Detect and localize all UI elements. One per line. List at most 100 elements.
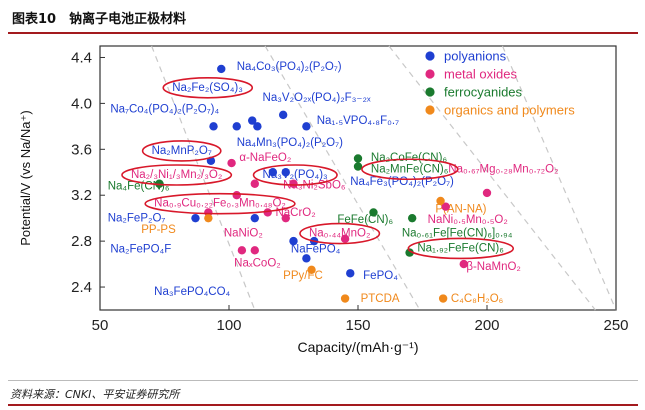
source-note: 资料来源：CNKI、平安证券研究所 bbox=[10, 388, 180, 401]
data-point-polyanions bbox=[250, 213, 259, 223]
material-label: β-NaMnO₂ bbox=[466, 261, 521, 273]
data-point-metal-oxides bbox=[250, 246, 259, 255]
y-tick-label: 3.2 bbox=[71, 187, 92, 204]
data-point-ferrocyanides bbox=[407, 213, 417, 223]
data-point-metal-oxides bbox=[263, 208, 272, 217]
material-label: Na₃V₂(PO₄)₃ bbox=[263, 169, 328, 181]
guide-line bbox=[264, 45, 421, 311]
data-point-metal-oxides bbox=[340, 234, 350, 244]
material-label: Na₁.₅VPO₄.₈F₀.₇ bbox=[317, 115, 399, 127]
legend-label: organics and polymers bbox=[444, 103, 575, 118]
highlight-ellipse bbox=[162, 76, 254, 99]
material-label: Na₀.₄₄MnO₂ bbox=[309, 228, 370, 240]
material-label: Na₃FePO₄CO₄ bbox=[154, 286, 230, 298]
scatter-chart: 50 100 150 200 250 2.4 2.8 3.2 3.6 4.0 4.4 Capacity… bbox=[18, 45, 629, 355]
guide-line bbox=[501, 45, 617, 311]
material-label: Na₂MnFe(CN)₆ bbox=[371, 163, 449, 175]
data-point-polyanions bbox=[191, 213, 200, 223]
material-label: C₄C₈H₂O₆ bbox=[451, 293, 504, 305]
data-point-polyanions bbox=[278, 110, 288, 120]
legend-marker bbox=[425, 105, 435, 115]
data-point-organics-and-polymers bbox=[204, 213, 213, 223]
material-label: Na₄Co₃(PO₄)₂(P₂O₇) bbox=[237, 61, 342, 73]
plot-frame bbox=[99, 45, 617, 311]
material-label: NaNi₀.₅Mn₀.₅O₂ bbox=[428, 214, 508, 226]
data-point-polyanions bbox=[217, 64, 226, 74]
data-point-metal-oxides bbox=[250, 179, 259, 188]
x-tick-label: 150 bbox=[345, 317, 370, 334]
guide-line bbox=[388, 45, 596, 311]
data-point-metal-oxides bbox=[232, 191, 241, 200]
material-label: Na₀.₉Cu₀.₂₂Fe₀.₃Mn₀.₄₈O₂ bbox=[154, 198, 286, 210]
data-point-metal-oxides bbox=[289, 179, 298, 188]
material-label: Na₀.₆₁Fe[Fe(CN)₆]₀.₉₄ bbox=[402, 228, 513, 240]
source-divider bbox=[8, 380, 638, 381]
y-tick-label: 3.6 bbox=[71, 141, 92, 158]
data-point-organics-and-polymers bbox=[307, 265, 316, 275]
y-tick-label: 4.0 bbox=[71, 95, 92, 112]
data-point-polyanions bbox=[209, 122, 218, 131]
data-point-polyanions bbox=[346, 269, 355, 278]
y-tick-label: 2.4 bbox=[71, 279, 92, 296]
material-label: Na₀.₆₇Mg₀.₂₈Mn₀.₇₂O₂ bbox=[448, 163, 558, 175]
material-label: FePO₄ bbox=[363, 270, 398, 282]
highlight-ellipse bbox=[121, 164, 233, 186]
legend-marker bbox=[425, 51, 435, 61]
data-point-metal-oxides bbox=[459, 259, 468, 269]
data-point-polyanions bbox=[232, 122, 241, 131]
highlight-ellipse bbox=[144, 192, 296, 215]
data-point-polyanions bbox=[248, 116, 257, 125]
data-point-polyanions bbox=[281, 168, 290, 177]
material-label: Na₃V₂O₂ₓ(PO₄)₂F₃₋₂ₓ bbox=[263, 92, 371, 104]
data-point-organics-and-polymers bbox=[438, 294, 448, 303]
data-point-polyanions bbox=[289, 236, 298, 246]
x-tick-label: 200 bbox=[474, 317, 499, 334]
material-label: α-NaFeO₂ bbox=[239, 152, 291, 164]
material-label: Na₃Ni₂SbO₆ bbox=[283, 179, 346, 191]
material-label: Na₂/₃Ni₁/₃Mn₂/₃O₂ bbox=[131, 169, 222, 181]
material-label: FeFe(CN)₆ bbox=[337, 214, 393, 226]
data-point-ferrocyanides bbox=[405, 248, 414, 257]
data-point-polyanions bbox=[302, 122, 311, 131]
x-axis-label: Capacity/(mAh·g⁻¹) bbox=[298, 339, 419, 355]
material-label: Na₂MnP₂O₇ bbox=[152, 145, 212, 157]
legend-label: polyanions bbox=[444, 49, 507, 64]
legend-label: ferrocyanides bbox=[444, 85, 523, 100]
data-point-metal-oxides bbox=[441, 202, 450, 211]
material-label: NaNiO₂ bbox=[224, 228, 263, 240]
legend-marker bbox=[425, 87, 435, 97]
x-tick-label: 50 bbox=[92, 317, 109, 334]
highlight-ellipse bbox=[407, 237, 515, 260]
material-label: PTCDA bbox=[361, 293, 400, 305]
legend-marker bbox=[425, 69, 435, 79]
y-tick-label: 2.8 bbox=[71, 233, 92, 250]
data-point-ferrocyanides bbox=[353, 162, 363, 171]
material-label: Na₁.₉₂FeFe(CN)₆ bbox=[417, 242, 504, 254]
y-tick-label: 4.4 bbox=[71, 49, 92, 66]
material-label: Na₂FeP₂O₇ bbox=[108, 213, 166, 225]
material-label: Na₄Mn₃(PO₄)₂(P₂O₇) bbox=[237, 137, 343, 149]
legend-label: metal oxides bbox=[444, 67, 517, 82]
material-label: NaFePO₄ bbox=[291, 244, 341, 256]
highlight-ellipse bbox=[299, 222, 381, 245]
data-point-ferrocyanides bbox=[353, 154, 363, 163]
data-point-ferrocyanides bbox=[369, 208, 378, 217]
highlight-ellipse bbox=[141, 140, 222, 162]
figure-title: 图表10 钠离子电池正极材料 bbox=[12, 12, 187, 27]
data-point-metal-oxides bbox=[237, 246, 247, 255]
material-label: Na₂FePO₄F bbox=[110, 244, 171, 256]
data-point-metal-oxides bbox=[281, 213, 290, 223]
data-point-metal-oxides bbox=[227, 158, 236, 168]
x-tick-label: 250 bbox=[603, 317, 628, 334]
data-point-organics-and-polymers bbox=[340, 294, 350, 303]
material-label: NaₓCoO₂ bbox=[234, 257, 281, 269]
material-label: PP-PS bbox=[141, 224, 176, 236]
y-axis-label: Potential/V (vs Na/Na⁺) bbox=[18, 110, 33, 245]
highlight-ellipse bbox=[252, 164, 338, 186]
material-label: Na₂CoFe(CN)₆ bbox=[371, 152, 448, 164]
data-point-organics-and-polymers bbox=[436, 196, 445, 206]
figure-title-bar: 图表10 钠离子电池正极材料 bbox=[8, 0, 638, 34]
material-label: PPy/FC bbox=[283, 270, 323, 282]
data-point-polyanions bbox=[302, 254, 311, 263]
guide-line bbox=[151, 45, 256, 311]
